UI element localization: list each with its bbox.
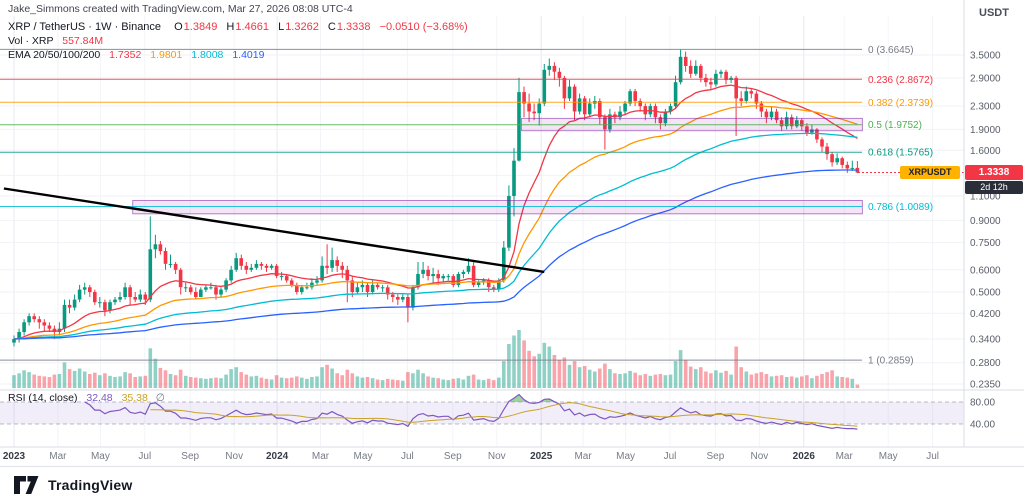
- volume-legend: Vol · XRP 557.84M: [8, 35, 103, 47]
- symbol-legend: XRP / TetherUS · 1W · Binance O1.3849 H1…: [8, 21, 468, 33]
- rsi-ma-line: [150, 402, 858, 427]
- ema200-value: 1.4019: [232, 49, 265, 61]
- ema20-value: 1.7352: [109, 49, 142, 61]
- svg-text:1 (0.2859): 1 (0.2859): [868, 356, 914, 367]
- svg-text:0.2800: 0.2800: [970, 358, 1001, 369]
- svg-text:0.4200: 0.4200: [970, 309, 1001, 320]
- tradingview-logo-icon: [14, 475, 39, 494]
- ema-label[interactable]: EMA 20/50/100/200: [8, 49, 101, 61]
- svg-text:0.5 (1.9752): 0.5 (1.9752): [868, 120, 922, 131]
- last-price-badge: 1.3338: [965, 165, 1023, 180]
- svg-text:Jul: Jul: [664, 451, 677, 462]
- close-value: 1.3338: [336, 21, 371, 33]
- svg-text:Nov: Nov: [488, 451, 506, 462]
- rsi-ma-value: 35.38: [121, 392, 148, 404]
- volume-bars: [12, 330, 860, 388]
- volume-value: 557.84M: [62, 35, 104, 47]
- rsi-pane: [0, 393, 964, 430]
- svg-text:40.00: 40.00: [970, 420, 995, 431]
- ema-100-line: [13, 132, 858, 340]
- svg-text:Mar: Mar: [836, 451, 854, 462]
- open-label: O: [174, 21, 183, 33]
- svg-text:2.9000: 2.9000: [970, 73, 1001, 84]
- svg-text:0.618 (1.5765): 0.618 (1.5765): [868, 148, 933, 159]
- close-label: C: [327, 21, 336, 33]
- bottom-toolbar: TradingView: [0, 466, 1024, 502]
- svg-text:2024: 2024: [266, 451, 289, 462]
- svg-text:2.3000: 2.3000: [970, 102, 1001, 113]
- attribution-text: Jake_Simmons created with TradingView.co…: [8, 3, 353, 15]
- chart-canvas[interactable]: 0 (3.6645) 0.236 (2.8672) 0.382 (2.3739) 0.…: [0, 0, 1024, 466]
- svg-text:2025: 2025: [530, 451, 553, 462]
- svg-text:May: May: [91, 451, 110, 462]
- svg-text:3.5000: 3.5000: [970, 51, 1001, 62]
- svg-text:0.786 (1.0089): 0.786 (1.0089): [868, 202, 933, 213]
- rsi-label[interactable]: RSI (14, close): [8, 392, 78, 404]
- symbol-price-tag: XRPUSDT: [900, 166, 960, 179]
- svg-text:0.2350: 0.2350: [970, 380, 1001, 391]
- ema-legend: EMA 20/50/100/200 1.7352 1.9801 1.8008 1…: [8, 49, 264, 61]
- svg-text:Mar: Mar: [574, 451, 592, 462]
- quote-currency-label: USDT: [979, 7, 1009, 19]
- time-axis[interactable]: [0, 447, 1024, 465]
- rsi-empty-icon: ∅: [155, 392, 165, 404]
- tradingview-brand-link[interactable]: TradingView: [14, 475, 133, 494]
- svg-text:0.9000: 0.9000: [970, 216, 1001, 227]
- open-value: 1.3849: [183, 21, 218, 33]
- svg-text:Mar: Mar: [49, 451, 67, 462]
- rsi-value: 32.48: [86, 392, 113, 404]
- svg-text:0.236 (2.8672): 0.236 (2.8672): [868, 75, 933, 86]
- high-value: 1.4661: [235, 21, 269, 33]
- candles: [12, 49, 860, 347]
- svg-text:0.382 (2.3739): 0.382 (2.3739): [868, 98, 933, 109]
- svg-text:May: May: [879, 451, 898, 462]
- ema-20-line: [13, 84, 858, 340]
- ema-50-line: [13, 105, 858, 340]
- ema100-value: 1.8008: [191, 49, 224, 61]
- svg-text:Jul: Jul: [138, 451, 151, 462]
- svg-text:2023: 2023: [3, 451, 26, 462]
- svg-text:May: May: [616, 451, 635, 462]
- svg-text:0 (3.6645): 0 (3.6645): [868, 45, 914, 56]
- svg-text:Sep: Sep: [181, 451, 199, 462]
- svg-text:Jul: Jul: [926, 451, 939, 462]
- svg-text:Sep: Sep: [444, 451, 462, 462]
- bar-countdown-badge[interactable]: 2d 12h: [965, 181, 1023, 194]
- svg-text:1.6000: 1.6000: [970, 146, 1001, 157]
- descending-trendline[interactable]: [3, 187, 545, 274]
- ema-200-line: [13, 169, 858, 340]
- volume-label[interactable]: Vol · XRP: [8, 35, 54, 47]
- high-label: H: [226, 21, 235, 33]
- rsi-overbought-fill: [508, 394, 528, 402]
- svg-text:Nov: Nov: [751, 451, 769, 462]
- low-value: 1.3262: [285, 21, 319, 33]
- fib-retracement: 0 (3.6645) 0.236 (2.8672) 0.382 (2.3739) 0.…: [0, 45, 933, 367]
- symbol-title[interactable]: XRP / TetherUS · 1W · Binance: [8, 21, 162, 33]
- price-zones: [132, 117, 863, 215]
- svg-text:Sep: Sep: [707, 451, 725, 462]
- ema50-value: 1.9801: [150, 49, 183, 61]
- svg-text:Jul: Jul: [401, 451, 414, 462]
- price-axis[interactable]: [964, 0, 1024, 447]
- rsi-legend: RSI (14, close) 32.48 35.38 ∅: [8, 392, 165, 404]
- low-label: L: [278, 21, 285, 33]
- svg-text:2026: 2026: [793, 451, 816, 462]
- svg-text:May: May: [354, 451, 373, 462]
- brand-name: TradingView: [48, 476, 133, 493]
- svg-text:Mar: Mar: [312, 451, 330, 462]
- svg-text:0.7500: 0.7500: [970, 238, 1001, 249]
- svg-text:1.1000: 1.1000: [970, 192, 1001, 203]
- svg-text:0.5000: 0.5000: [970, 288, 1001, 299]
- svg-text:80.00: 80.00: [970, 398, 995, 409]
- svg-text:0.3400: 0.3400: [970, 335, 1001, 346]
- svg-text:0.6000: 0.6000: [970, 265, 1001, 276]
- svg-text:Nov: Nov: [225, 451, 243, 462]
- change-value: −0.0510 (−3.68%): [379, 21, 468, 33]
- axes: 3.50002.90002.30001.90001.60001.30001.10…: [0, 0, 1024, 462]
- svg-text:1.9000: 1.9000: [970, 125, 1001, 136]
